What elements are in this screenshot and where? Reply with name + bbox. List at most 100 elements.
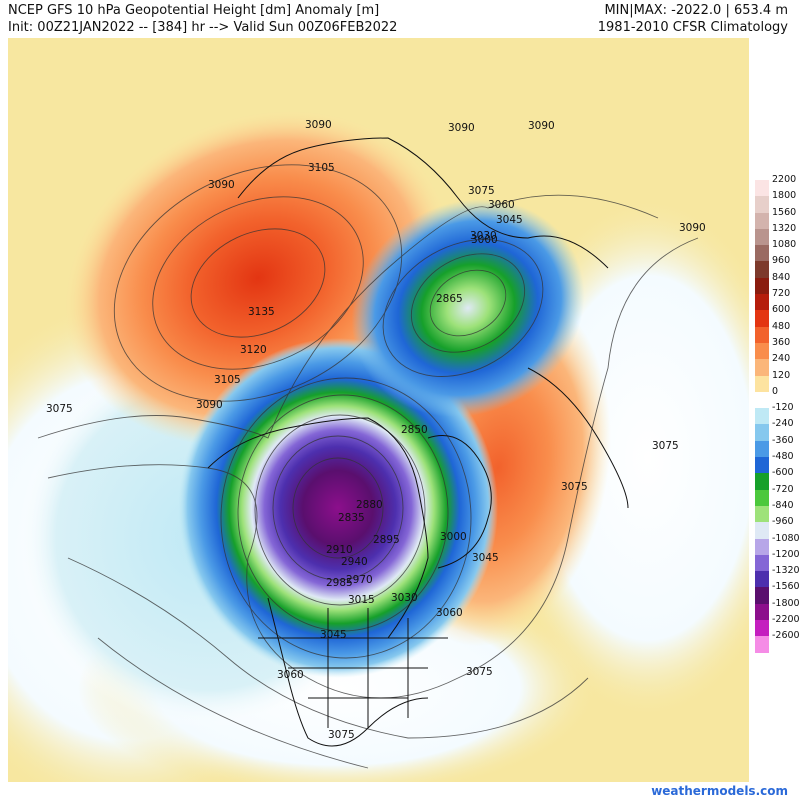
legend-swatch (755, 212, 769, 229)
legend-level: -360 (755, 435, 800, 458)
legend-label: 2200 (772, 174, 797, 185)
contour-label: 3090 (528, 120, 555, 132)
legend-swatch (755, 408, 769, 425)
map-title: NCEP GFS 10 hPa Geopotential Height [dm]… (8, 3, 380, 18)
legend-swatch (755, 587, 769, 604)
legend-label: -360 (772, 434, 794, 446)
legend-level: 120 (755, 370, 800, 392)
contour-label: 3075 (652, 440, 679, 452)
coastlines (207, 137, 629, 747)
legend-level: 1560 (755, 207, 800, 229)
legend-label: -240 (772, 418, 794, 430)
legend-swatch (755, 522, 769, 539)
legend-level: 960 (755, 255, 800, 278)
contour-label: 2985 (326, 577, 353, 589)
legend-swatch (755, 228, 769, 246)
contour-label: 3045 (320, 629, 347, 641)
legend-swatch (755, 261, 769, 278)
color-scale-legend: 2200 1800 1560 1320 1080 960 840 720 600 480 360 24… (755, 174, 800, 653)
legend-swatch (755, 294, 769, 311)
contour-label: 2880 (356, 499, 383, 511)
legend-label: 1800 (772, 190, 797, 202)
credit-link[interactable]: weathermodels.com (651, 784, 788, 798)
legend-swatch (755, 180, 769, 197)
legend-label: 0 (772, 385, 779, 397)
legend-level: 840 (755, 272, 800, 295)
legend-level: 360 (755, 337, 800, 360)
contour-label: 3030 (470, 230, 497, 242)
contour-label: 3090 (448, 122, 475, 134)
map-header-left: NCEP GFS 10 hPa Geopotential Height [dm]… (8, 2, 397, 36)
contour-label: 3030 (391, 592, 418, 604)
contour-label: 2850 (401, 424, 428, 436)
contour-label: 2865 (436, 293, 463, 305)
contour-label: 3090 (208, 179, 235, 191)
legend-swatch (755, 636, 769, 653)
legend-level: -120 (755, 402, 800, 425)
legend-label: -1560 (772, 581, 800, 593)
map-header-right: MIN|MAX: -2022.0 | 653.4 m 1981-2010 CFS… (598, 2, 788, 36)
legend-label: 480 (772, 320, 791, 332)
contour-label: 2895 (373, 534, 400, 546)
legend-level: 600 (755, 304, 800, 327)
anomaly-map-svg: 3090 3105 3135 3120 3105 3090 3075 3090 3090 3090… (8, 38, 749, 782)
contour-label: 2835 (338, 512, 365, 524)
legend-label: -1800 (772, 597, 800, 609)
legend-label: -2200 (772, 614, 800, 626)
init-valid-time: Init: 00Z21JAN2022 -- [384] hr --> Valid… (8, 20, 398, 35)
legend-level: 0 (755, 386, 800, 409)
legend-label: -120 (772, 402, 794, 414)
legend-label: 1080 (772, 239, 797, 251)
legend-level: -1560 (755, 581, 800, 604)
legend-swatch (755, 310, 769, 327)
legend-level: -2600 (755, 630, 800, 653)
legend-label: 1560 (772, 206, 797, 218)
legend-swatch (755, 603, 769, 621)
legend-level: -240 (755, 418, 800, 441)
legend-swatch (755, 440, 769, 458)
legend-label: -720 (772, 483, 794, 495)
legend-label: 840 (772, 271, 791, 283)
legend-label: 240 (772, 353, 791, 365)
legend-level: -1080 (755, 533, 800, 555)
legend-swatch (755, 277, 769, 295)
contour-label: 3135 (248, 306, 275, 318)
contour-label: 3060 (436, 607, 463, 619)
contour-label: 3060 (488, 199, 515, 211)
legend-level: -600 (755, 467, 800, 490)
legend-label: 120 (772, 369, 791, 381)
legend-swatch (755, 375, 769, 392)
legend-swatch (755, 359, 769, 376)
legend-swatch (755, 457, 769, 474)
legend-swatch (755, 196, 769, 213)
legend-label: -2600 (772, 630, 800, 642)
legend-label: -1320 (772, 565, 800, 577)
contour-label: 3075 (328, 729, 355, 741)
contour-label: 2940 (341, 556, 368, 568)
legend-label: -960 (772, 516, 794, 528)
contour-label: 3060 (277, 669, 304, 681)
contour-label: 3120 (240, 344, 267, 356)
legend-level: 240 (755, 353, 800, 376)
contour-label: 3105 (308, 162, 335, 174)
contour-label: 3090 (305, 119, 332, 131)
legend-swatch (755, 424, 769, 441)
contour-label: 3000 (471, 234, 498, 246)
legend-level: 720 (755, 288, 800, 311)
min-max-readout: MIN|MAX: -2022.0 | 653.4 m (604, 3, 788, 18)
legend-swatch (755, 342, 769, 360)
legend-label: -480 (772, 451, 794, 463)
legend-level: -1200 (755, 549, 800, 572)
legend-level: -480 (755, 451, 800, 474)
contour-label: 3075 (561, 481, 588, 493)
legend-label: 960 (772, 255, 791, 267)
legend-level: -1800 (755, 598, 800, 621)
legend-label: 600 (772, 304, 791, 316)
contour-label: 3015 (348, 594, 375, 606)
contour-label: 3075 (46, 403, 73, 415)
height-contours (37, 164, 699, 769)
legend-label: -840 (772, 499, 794, 511)
contour-label: 3075 (468, 185, 495, 197)
legend-swatch (755, 554, 769, 572)
contour-label: 3000 (440, 531, 467, 543)
